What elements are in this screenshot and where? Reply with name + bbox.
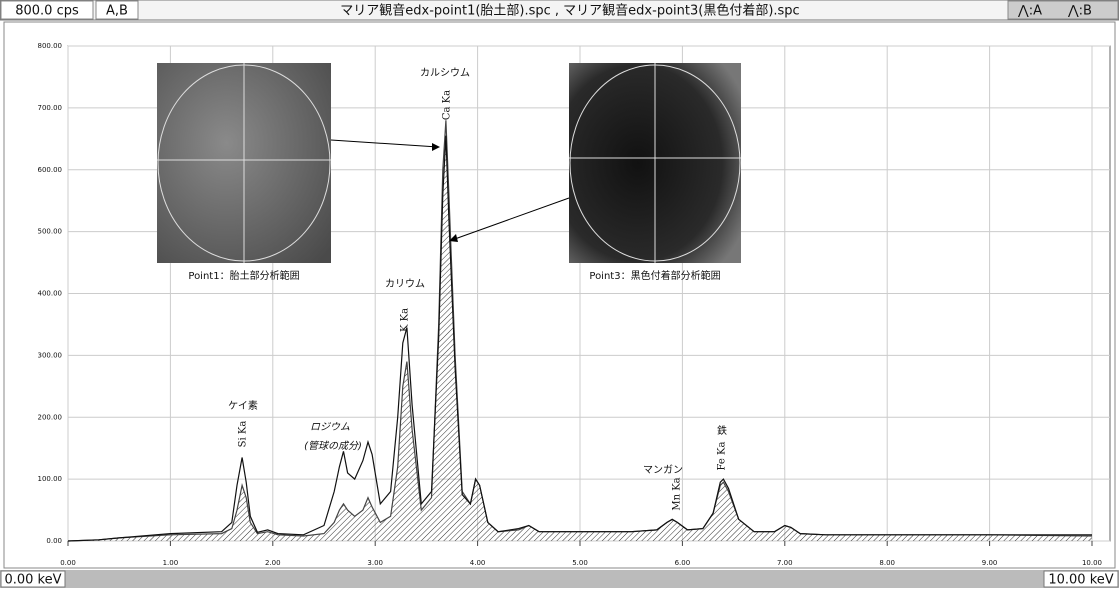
footer-bar bbox=[0, 570, 1119, 588]
y-tick-label: 700.00 bbox=[38, 104, 63, 112]
x-tick-label: 3.00 bbox=[367, 559, 383, 567]
y-tick-label: 100.00 bbox=[38, 475, 63, 483]
x-tick-label: 9.00 bbox=[982, 559, 998, 567]
spectrum-line bbox=[67, 135, 1092, 542]
x-tick-label: 7.00 bbox=[777, 559, 793, 567]
header-bar bbox=[0, 0, 1119, 21]
peak-annotation: ロジウム bbox=[310, 421, 350, 433]
arrow bbox=[451, 197, 570, 241]
y-tick-label: 0.00 bbox=[46, 537, 62, 545]
peak-annotation: Fe Ka bbox=[717, 442, 728, 471]
inset-caption: Point3：黒色付着部分析範囲 bbox=[589, 269, 720, 282]
chart-title: マリア観音edx-point1(胎土部).spc , マリア観音edx-poin… bbox=[340, 3, 799, 19]
arrowhead bbox=[449, 234, 458, 242]
selection[interactable]: A,B bbox=[106, 4, 128, 19]
x-tick-label: 8.00 bbox=[879, 559, 895, 567]
y-tick-label: 800.00 bbox=[38, 42, 63, 50]
peak-annotation: ケイ素 bbox=[228, 399, 258, 412]
peak-annotation: カルシウム bbox=[420, 67, 470, 79]
peak-annotation: (管球の成分) bbox=[304, 440, 362, 452]
y-tick-label: 500.00 bbox=[38, 228, 63, 236]
x-tick-label: 4.00 bbox=[470, 559, 486, 567]
unit-cell bbox=[0, 0, 94, 20]
peak-annotation: Mn Ka bbox=[672, 477, 683, 510]
peak-annotation: カリウム bbox=[385, 278, 425, 290]
y-tick-label: 600.00 bbox=[38, 166, 63, 174]
legend-entry[interactable]: ⋀:B bbox=[1067, 4, 1092, 19]
x-tick-label: 2.00 bbox=[265, 559, 281, 567]
peak-annotation: Ca Ka bbox=[442, 90, 453, 120]
x-start: 0.00 keV bbox=[4, 573, 61, 588]
x-tick-label: 0.00 bbox=[60, 559, 76, 567]
legend-cell bbox=[1007, 0, 1119, 20]
x-tick-label: 6.00 bbox=[675, 559, 691, 567]
x-tick-label: 10.00 bbox=[1082, 559, 1102, 567]
arrow bbox=[330, 139, 439, 148]
inset-caption: Point1：胎土部分析範囲 bbox=[188, 269, 299, 282]
y-tick-label: 200.00 bbox=[38, 413, 63, 421]
x-tick-label: 1.00 bbox=[163, 559, 179, 567]
x-end: 10.00 keV bbox=[1048, 573, 1113, 588]
peak-annotation: K Ka bbox=[400, 308, 411, 332]
x-tick-label: 5.00 bbox=[572, 559, 588, 567]
start-cell bbox=[0, 570, 66, 588]
arrowhead bbox=[432, 143, 440, 151]
end-cell bbox=[1043, 570, 1119, 588]
peak-annotation: Si Ka bbox=[238, 421, 249, 448]
peak-annotation: マンガン bbox=[643, 464, 683, 476]
plot-frame bbox=[3, 21, 1116, 569]
y-tick-label: 300.00 bbox=[38, 351, 63, 359]
spectrum-line bbox=[67, 120, 1093, 542]
y-tick-label: 400.00 bbox=[38, 290, 63, 298]
peak-annotation: 鉄 bbox=[717, 424, 727, 437]
legend-entry[interactable]: ⋀:A bbox=[1017, 4, 1042, 19]
selection-cell bbox=[95, 0, 139, 20]
y-unit: 800.0 cps bbox=[15, 4, 79, 19]
